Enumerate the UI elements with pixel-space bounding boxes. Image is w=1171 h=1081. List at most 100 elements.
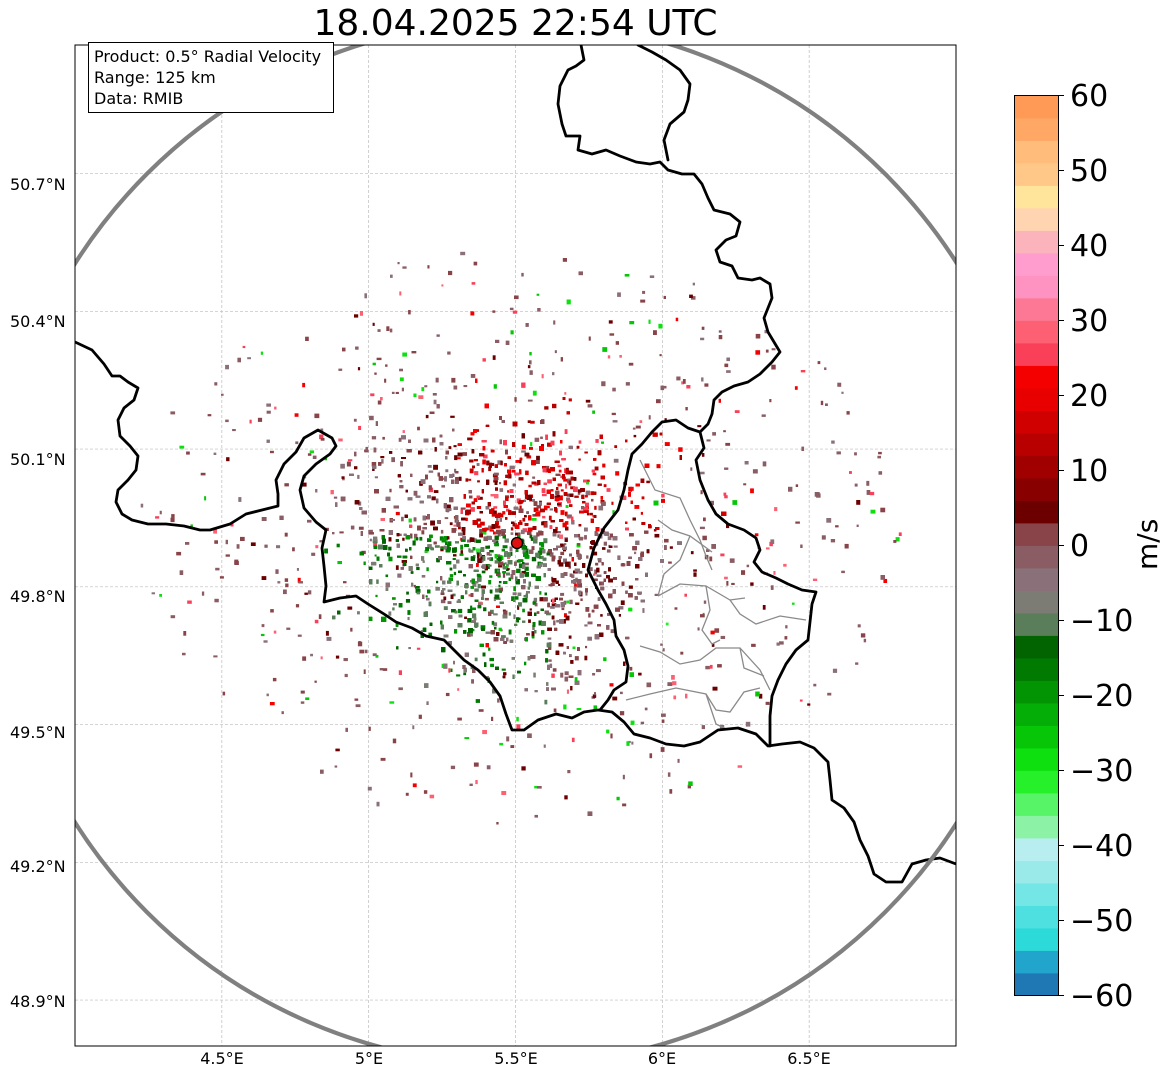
- echo-pixel: [467, 632, 471, 637]
- echo-pixel: [495, 666, 499, 670]
- echo-pixel: [522, 608, 525, 613]
- echo-pixel: [462, 536, 466, 540]
- echo-pixel: [539, 597, 544, 602]
- echo-pixel: [563, 651, 566, 655]
- echo-pixel: [523, 595, 528, 598]
- echo-pixel: [514, 596, 519, 600]
- echo-pixel: [568, 635, 572, 639]
- echo-pixel: [436, 558, 440, 563]
- echo-pixel: [518, 563, 523, 569]
- echo-pixel: [454, 455, 458, 461]
- echo-pixel: [373, 545, 378, 549]
- echo-pixel: [512, 522, 515, 527]
- echo-pixel: [378, 462, 382, 466]
- echo-pixel: [406, 591, 409, 595]
- echo-pixel: [458, 614, 463, 618]
- echo-pixel: [504, 551, 508, 554]
- echo-pixel: [568, 445, 573, 449]
- echo-pixel: [546, 489, 551, 494]
- echo-pixel: [363, 561, 366, 566]
- echo-pixel: [609, 545, 613, 548]
- echo-pixel: [537, 480, 541, 485]
- echo-pixel: [573, 486, 578, 492]
- echo-pixel: [610, 629, 615, 634]
- echo-pixel: [482, 652, 486, 657]
- echo-pixel: [369, 538, 372, 542]
- echo-pixel: [440, 624, 444, 630]
- echo-pixel: [502, 571, 506, 574]
- echo-pixel: [458, 476, 462, 481]
- echo-pixel: [608, 578, 613, 583]
- echo-pixel: [526, 495, 532, 500]
- echo-pixel: [474, 626, 478, 628]
- echo-pixel: [453, 564, 457, 569]
- echo-pixel: [375, 594, 378, 598]
- echo-pixel: [601, 562, 604, 566]
- echo-pixel: [402, 537, 405, 541]
- echo-pixel: [497, 533, 501, 537]
- echo-pixel: [534, 603, 538, 607]
- echo-pixel: [442, 580, 446, 585]
- echo-pixel: [574, 656, 579, 661]
- echo-pixel: [487, 564, 492, 567]
- echo-pixel: [450, 594, 454, 599]
- echo-pixel: [472, 668, 476, 673]
- echo-pixel: [371, 436, 377, 440]
- echo-pixel: [506, 568, 510, 571]
- echo-pixel: [542, 549, 546, 554]
- echo-pixel: [428, 485, 432, 490]
- echo-pixel: [632, 546, 637, 551]
- echo-pixel: [598, 505, 604, 511]
- echo-pixel: [405, 599, 411, 603]
- echo-pixel: [547, 568, 551, 571]
- echo-pixel: [503, 672, 507, 676]
- echo-pixel: [437, 472, 440, 477]
- echo-pixel: [420, 479, 426, 484]
- echo-pixel: [574, 583, 577, 588]
- echo-pixel: [383, 545, 388, 550]
- echo-pixel: [489, 557, 493, 561]
- echo-pixel: [429, 411, 435, 414]
- echo-pixel: [490, 589, 493, 594]
- echo-pixel: [434, 545, 440, 548]
- echo-pixel: [538, 620, 542, 626]
- echo-pixel: [527, 656, 531, 661]
- echo-pixel: [629, 666, 633, 671]
- echo-pixel: [447, 580, 452, 584]
- echo-pixel: [473, 569, 479, 572]
- echo-pixel: [463, 667, 467, 673]
- echo-pixel: [516, 617, 519, 623]
- echo-pixel: [413, 584, 416, 588]
- echo-pixel: [446, 504, 451, 509]
- echo-pixel: [521, 382, 526, 388]
- echo-pixel: [528, 484, 532, 488]
- echo-pixel: [488, 525, 493, 531]
- echo-pixel: [507, 555, 510, 559]
- echo-pixel: [530, 442, 533, 447]
- echo-pixel: [448, 641, 452, 645]
- echo-pixel: [506, 508, 510, 512]
- echo-pixel: [480, 625, 486, 630]
- echo-pixel: [513, 614, 516, 620]
- echo-pixel: [393, 628, 397, 631]
- echo-pixel: [413, 490, 418, 496]
- echo-pixel: [436, 498, 439, 504]
- echo-pixel: [601, 501, 606, 506]
- echo-pixel: [518, 602, 522, 607]
- echo-pixel: [593, 458, 597, 461]
- echo-pixel: [539, 591, 542, 595]
- echo-pixel: [509, 489, 514, 493]
- echo-pixel: [500, 460, 503, 466]
- echo-pixel: [660, 559, 664, 563]
- echo-pixel: [448, 446, 452, 449]
- echo-pixel: [425, 474, 428, 480]
- echo-pixel: [574, 495, 579, 498]
- echo-pixel: [603, 541, 607, 546]
- echo-pixel: [497, 569, 500, 573]
- echo-pixel: [473, 429, 477, 433]
- echo-pixel: [641, 522, 646, 525]
- echo-pixel: [567, 516, 571, 519]
- echo-pixel: [669, 546, 673, 549]
- echo-pixel: [489, 553, 492, 556]
